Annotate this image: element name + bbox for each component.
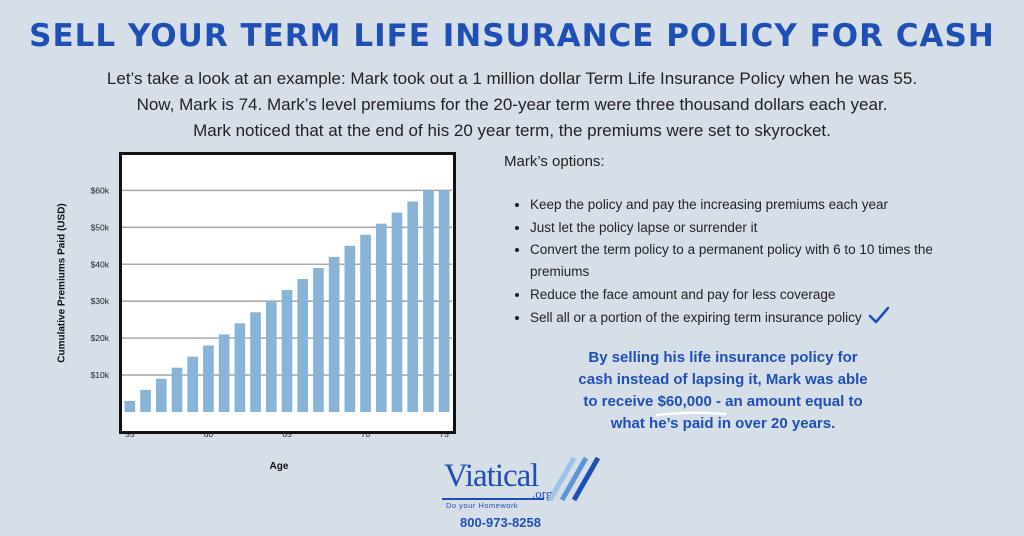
bar — [375, 223, 387, 412]
bar — [423, 190, 434, 412]
bar — [391, 212, 403, 412]
callout-text: By selling his life insurance policy for… — [548, 347, 898, 435]
list-item: Reduce the face amount and pay for less … — [530, 283, 970, 306]
underline-swoosh-icon — [655, 411, 726, 417]
highlight-amount: $60,000 — [655, 391, 726, 417]
list-item: Sell all or a portion of the expiring te… — [530, 306, 970, 331]
bar — [124, 400, 136, 412]
intro-paragraph: Let’s take a look at an example: Mark to… — [20, 66, 1004, 144]
y-tick-label: $10k — [91, 370, 110, 380]
bar — [297, 279, 309, 412]
list-item: Keep the policy and pay the increasing p… — [530, 193, 970, 216]
bar — [218, 334, 230, 412]
bar — [344, 245, 356, 412]
bar — [438, 190, 450, 412]
bar — [407, 201, 419, 412]
bar — [313, 267, 324, 412]
list-item: Just let the policy lapse or surrender i… — [530, 216, 970, 239]
y-tick-label: $20k — [91, 333, 110, 343]
callout-line: By selling his life insurance policy for — [588, 349, 858, 366]
x-tick-label: 75 — [439, 429, 449, 439]
bar — [140, 389, 151, 412]
bar — [360, 234, 371, 412]
x-axis-label: Age — [269, 461, 289, 472]
viatical-logo: Viatical .org Do your Homework — [440, 456, 600, 516]
x-tick-label: 70 — [361, 429, 371, 439]
y-tick-label: $60k — [91, 185, 110, 195]
callout-line: to receive $60,000 - an amount equal to — [548, 391, 898, 417]
bar — [265, 301, 277, 412]
bar — [250, 312, 261, 412]
bar — [187, 356, 199, 412]
bar — [234, 323, 246, 412]
y-tick-label: $40k — [91, 259, 110, 269]
list-item: Convert the term policy to a permanent p… — [530, 239, 970, 283]
intro-line: Let’s take a look at an example: Mark to… — [106, 69, 918, 88]
bar — [203, 345, 214, 412]
checkmark-icon — [868, 306, 890, 331]
page-title: SELL YOUR TERM LIFE INSURANCE POLICY FOR… — [29, 18, 995, 54]
y-tick-label: $50k — [91, 222, 110, 232]
bar — [155, 378, 167, 412]
intro-line: Now, Mark is 74. Mark’s level premiums f… — [136, 95, 888, 114]
options-list: Keep the policy and pay the increasing p… — [512, 193, 970, 331]
options-heading: Mark’s options: — [504, 153, 605, 170]
y-axis-label: Cumulative Premiums Paid (USD) — [56, 203, 68, 363]
bar — [281, 290, 293, 412]
bar — [328, 256, 340, 412]
x-tick-label: 55 — [125, 429, 135, 439]
intro-line: Mark noticed that at the end of his 20 y… — [193, 121, 831, 140]
callout-line: what he’s paid in over 20 years. — [610, 415, 836, 432]
x-tick-label: 60 — [204, 429, 214, 439]
x-tick-label: 65 — [282, 429, 292, 439]
callout-line: cash instead of lapsing it, Mark was abl… — [578, 371, 868, 388]
phone-number: 800-973-8258 — [460, 515, 541, 530]
logo-stripes-icon — [547, 456, 600, 502]
y-tick-label: $30k — [91, 296, 110, 306]
bar — [171, 367, 183, 412]
